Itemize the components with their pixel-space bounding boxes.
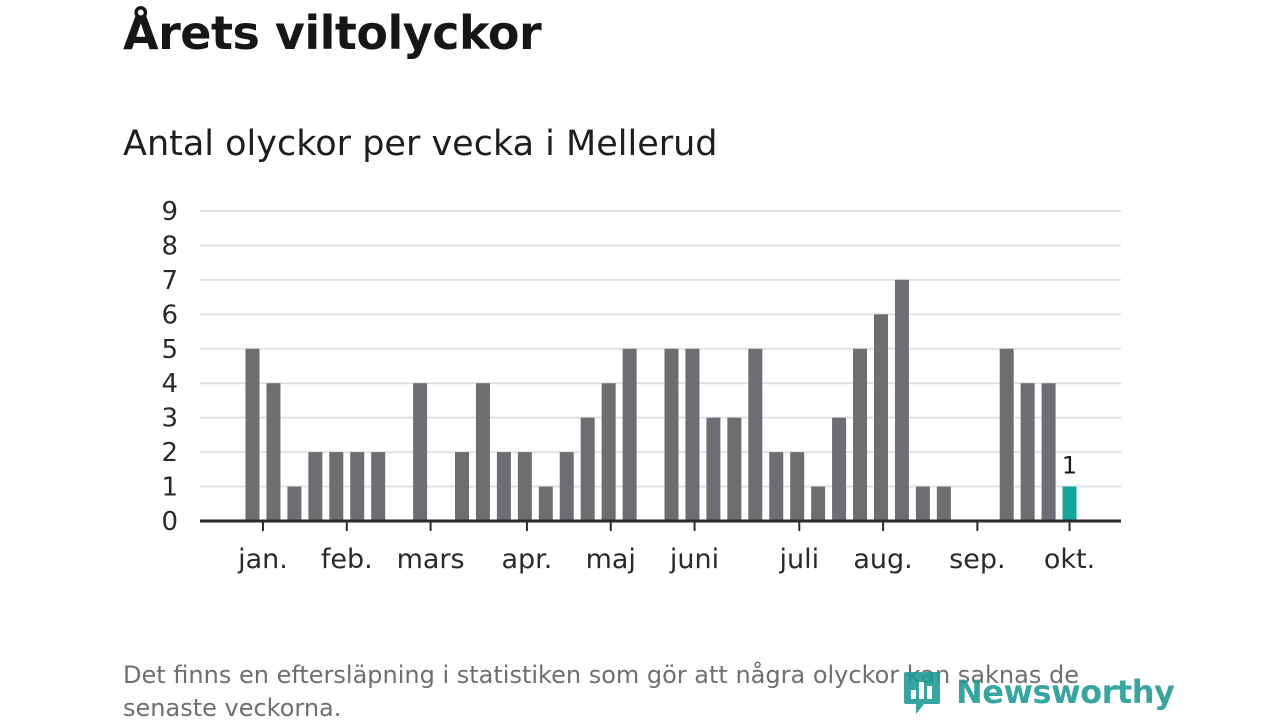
y-tick-label: 8	[161, 231, 178, 261]
bar	[832, 417, 847, 521]
bar	[371, 452, 386, 521]
y-tick-label: 0	[161, 507, 178, 537]
bar	[1020, 383, 1035, 521]
x-tick-label: jan.	[237, 544, 288, 575]
bar	[790, 452, 805, 521]
bar	[622, 348, 637, 521]
bar	[853, 348, 868, 521]
brand-logo: Newsworthy	[902, 668, 1175, 716]
bar	[936, 486, 951, 521]
bar	[538, 486, 553, 521]
bar	[601, 383, 616, 521]
x-tick-label: juni	[669, 544, 719, 575]
bar	[915, 486, 930, 521]
bar	[350, 452, 365, 521]
bar	[706, 417, 721, 521]
bar	[455, 452, 469, 521]
bar	[413, 383, 428, 521]
x-tick-label: maj	[586, 544, 636, 575]
bar-chart: 0 1 2 3 4 5 6 7 8 9 1 jan. feb. mars apr. maj juni juli au…	[161, 197, 1121, 575]
bar	[748, 348, 763, 521]
y-tick-label: 5	[161, 335, 178, 365]
y-tick-label: 2	[161, 438, 178, 468]
bar-highlight	[1062, 486, 1077, 521]
bar	[769, 452, 784, 521]
chart-title: Årets viltolyckor	[123, 6, 542, 60]
bar	[308, 452, 323, 521]
data-label: 1	[1062, 452, 1077, 480]
chart-subtitle: Antal olyckor per vecka i Mellerud	[123, 124, 718, 164]
x-tick-label: feb.	[321, 544, 373, 575]
y-tick-label: 4	[161, 369, 178, 399]
y-tick-label: 3	[161, 404, 178, 434]
x-tick-label: juli	[778, 544, 819, 575]
brand-name: Newsworthy	[956, 673, 1175, 711]
bar	[266, 383, 281, 521]
bar	[287, 486, 302, 521]
bar	[496, 452, 511, 521]
bar	[894, 279, 909, 521]
bar	[727, 417, 742, 521]
bar	[664, 348, 679, 521]
bar	[874, 314, 888, 521]
y-tick-label: 9	[161, 197, 178, 227]
bar	[245, 348, 260, 521]
bar	[685, 348, 700, 521]
x-tick-label: mars	[397, 544, 465, 575]
y-tick-label: 7	[161, 266, 178, 296]
x-tick-label: apr.	[501, 544, 552, 575]
x-tick-label: okt.	[1044, 544, 1095, 575]
y-tick-label: 1	[161, 473, 178, 503]
x-tick-label: sep.	[949, 544, 1005, 575]
bar	[329, 452, 344, 521]
y-tick-label: 6	[161, 300, 178, 330]
bar	[1041, 383, 1056, 521]
bar	[580, 417, 595, 521]
bar	[475, 383, 490, 521]
x-tick-label: aug.	[853, 544, 912, 575]
bar	[517, 452, 532, 521]
bar	[999, 348, 1014, 521]
newsworthy-logo-icon	[904, 672, 940, 714]
bar	[559, 452, 574, 521]
bar	[811, 486, 826, 521]
